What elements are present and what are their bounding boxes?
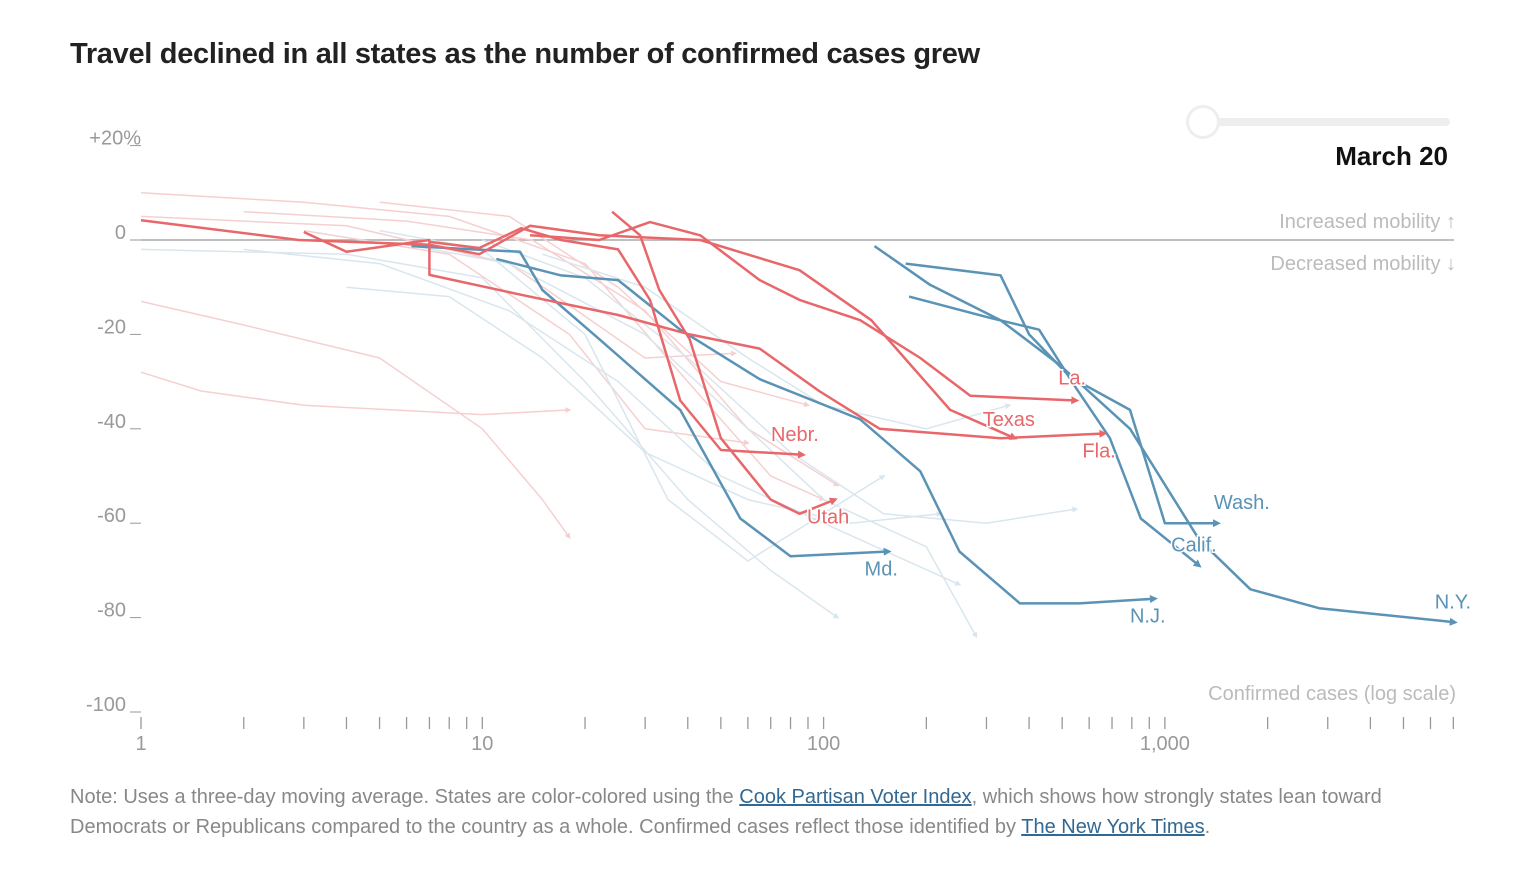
state-label-la: La.	[1058, 367, 1086, 389]
annotation-decreased: Decreased mobility ↓	[1270, 253, 1456, 275]
x-tick-label: 1	[135, 733, 146, 755]
date-slider[interactable]	[1186, 104, 1450, 139]
y-tick-label: +20%	[89, 128, 141, 150]
state-line-md	[411, 244, 892, 558]
y-tick-label: 0	[115, 222, 126, 244]
state-label-wash: Wash.	[1214, 492, 1270, 514]
background-state-line	[542, 253, 1012, 430]
state-line-ny	[873, 245, 1458, 626]
chart-title: Travel declined in all states as the num…	[70, 38, 980, 70]
background-state-line	[243, 248, 962, 586]
background-state-line	[482, 239, 1079, 524]
background-state-line	[379, 201, 810, 408]
note-text: , which shows how strongly states lean t…	[70, 786, 1382, 838]
state-line-la	[529, 220, 1080, 405]
state-label-fla: Fla.	[1082, 441, 1115, 463]
cook-pvi-link[interactable]: Cook Partisan Voter Index	[739, 786, 972, 808]
state-line-calif	[908, 295, 1202, 568]
background-state-line	[406, 243, 978, 639]
annotation-increased: Increased mobility ↑	[1279, 211, 1456, 233]
state-label-md: Md.	[865, 559, 898, 581]
background-state-line	[243, 210, 840, 487]
state-label-calif: Calif.	[1171, 535, 1217, 557]
background-state-line	[140, 371, 572, 416]
x-tick-label: 100	[807, 733, 840, 755]
state-line-fla	[303, 230, 1108, 440]
y-tick-label: -20	[97, 316, 126, 338]
slider-track[interactable]	[1202, 118, 1450, 126]
background-state-line	[303, 229, 750, 446]
note-text: .	[1204, 816, 1211, 838]
state-label-ny: N.Y.	[1435, 591, 1471, 613]
x-axis-label: Confirmed cases (log scale)	[1208, 683, 1456, 705]
background-state-line	[140, 300, 571, 540]
y-tick-label: -40	[97, 411, 126, 433]
state-line-nebr	[429, 226, 806, 459]
state-label-texas: Texas	[983, 409, 1035, 431]
note-text: Note: Uses a three-day moving average. S…	[70, 786, 740, 808]
state-line-texas	[140, 218, 1018, 440]
background-state-line	[140, 248, 840, 619]
y-tick-label: -100	[86, 694, 126, 716]
state-line-nj	[496, 257, 1158, 605]
y-tick-label: -60	[97, 505, 126, 527]
state-label-nj: N.J.	[1130, 606, 1166, 628]
state-line-utah	[611, 210, 838, 516]
chart-note: Note: Uses a three-day moving average. S…	[70, 782, 1470, 842]
x-tick-label: 1,000	[1140, 733, 1190, 755]
y-tick-label: -80	[97, 600, 126, 622]
nyt-link[interactable]: The New York Times	[1021, 816, 1205, 838]
state-label-utah: Utah	[807, 507, 849, 529]
background-state-line	[140, 192, 826, 501]
x-tick-label: 10	[471, 733, 493, 755]
date-label: March 20	[1335, 141, 1448, 171]
state-label-nebr: Nebr.	[771, 424, 819, 446]
slider-handle[interactable]	[1186, 105, 1220, 139]
state-line-wash	[905, 262, 1221, 528]
